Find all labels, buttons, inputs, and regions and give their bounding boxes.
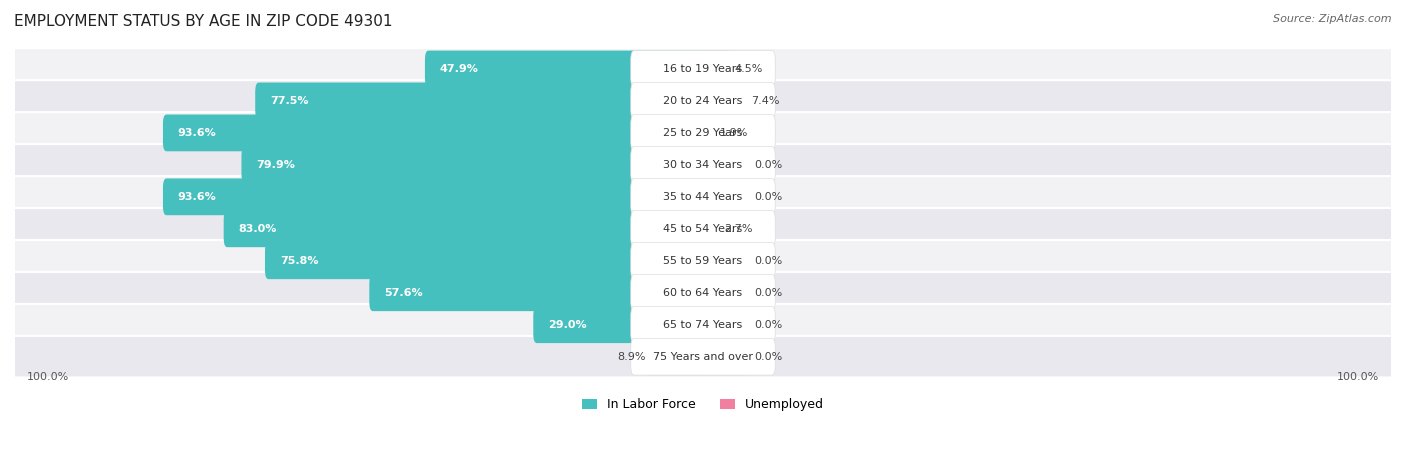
FancyBboxPatch shape — [631, 115, 775, 151]
Text: 57.6%: 57.6% — [384, 288, 423, 298]
Text: 0.0%: 0.0% — [755, 288, 783, 298]
FancyBboxPatch shape — [648, 338, 706, 375]
FancyBboxPatch shape — [13, 144, 1393, 186]
FancyBboxPatch shape — [370, 274, 706, 311]
FancyBboxPatch shape — [13, 336, 1393, 377]
FancyBboxPatch shape — [163, 115, 706, 151]
Text: 30 to 34 Years: 30 to 34 Years — [664, 160, 742, 170]
FancyBboxPatch shape — [256, 83, 706, 120]
FancyBboxPatch shape — [163, 179, 706, 215]
FancyBboxPatch shape — [700, 242, 752, 279]
Text: Source: ZipAtlas.com: Source: ZipAtlas.com — [1274, 14, 1392, 23]
Text: 0.0%: 0.0% — [755, 320, 783, 330]
FancyBboxPatch shape — [224, 211, 706, 247]
Text: 45 to 54 Years: 45 to 54 Years — [664, 224, 742, 234]
FancyBboxPatch shape — [700, 338, 752, 375]
FancyBboxPatch shape — [700, 179, 752, 215]
Legend: In Labor Force, Unemployed: In Labor Force, Unemployed — [576, 393, 830, 416]
FancyBboxPatch shape — [700, 115, 717, 151]
FancyBboxPatch shape — [631, 83, 775, 120]
Text: 1.9%: 1.9% — [720, 128, 748, 138]
FancyBboxPatch shape — [13, 208, 1393, 249]
Text: 65 to 74 Years: 65 to 74 Years — [664, 320, 742, 330]
Text: 60 to 64 Years: 60 to 64 Years — [664, 288, 742, 298]
FancyBboxPatch shape — [13, 176, 1393, 218]
FancyBboxPatch shape — [631, 211, 775, 247]
Text: 2.7%: 2.7% — [724, 224, 752, 234]
FancyBboxPatch shape — [13, 240, 1393, 281]
FancyBboxPatch shape — [631, 147, 775, 183]
Text: 83.0%: 83.0% — [239, 224, 277, 234]
Text: EMPLOYMENT STATUS BY AGE IN ZIP CODE 49301: EMPLOYMENT STATUS BY AGE IN ZIP CODE 493… — [14, 14, 392, 28]
Text: 77.5%: 77.5% — [270, 96, 309, 106]
Text: 0.0%: 0.0% — [755, 192, 783, 202]
Text: 0.0%: 0.0% — [755, 256, 783, 266]
FancyBboxPatch shape — [13, 112, 1393, 154]
Text: 100.0%: 100.0% — [1337, 373, 1379, 382]
Text: 93.6%: 93.6% — [177, 128, 217, 138]
FancyBboxPatch shape — [700, 51, 733, 87]
FancyBboxPatch shape — [533, 306, 706, 343]
FancyBboxPatch shape — [631, 274, 775, 311]
FancyBboxPatch shape — [13, 80, 1393, 122]
Text: 7.4%: 7.4% — [751, 96, 780, 106]
FancyBboxPatch shape — [700, 147, 752, 183]
Text: 47.9%: 47.9% — [440, 64, 478, 74]
FancyBboxPatch shape — [700, 306, 752, 343]
Text: 4.5%: 4.5% — [734, 64, 763, 74]
Text: 35 to 44 Years: 35 to 44 Years — [664, 192, 742, 202]
Text: 75.8%: 75.8% — [280, 256, 318, 266]
FancyBboxPatch shape — [13, 48, 1393, 90]
FancyBboxPatch shape — [631, 179, 775, 215]
Text: 8.9%: 8.9% — [617, 352, 647, 362]
FancyBboxPatch shape — [631, 338, 775, 375]
Text: 100.0%: 100.0% — [27, 373, 69, 382]
FancyBboxPatch shape — [631, 51, 775, 87]
FancyBboxPatch shape — [700, 83, 749, 120]
Text: 75 Years and over: 75 Years and over — [652, 352, 754, 362]
Text: 93.6%: 93.6% — [177, 192, 217, 202]
Text: 25 to 29 Years: 25 to 29 Years — [664, 128, 742, 138]
Text: 20 to 24 Years: 20 to 24 Years — [664, 96, 742, 106]
FancyBboxPatch shape — [425, 51, 706, 87]
Text: 79.9%: 79.9% — [256, 160, 295, 170]
FancyBboxPatch shape — [242, 147, 706, 183]
Text: 16 to 19 Years: 16 to 19 Years — [664, 64, 742, 74]
FancyBboxPatch shape — [700, 274, 752, 311]
Text: 0.0%: 0.0% — [755, 160, 783, 170]
Text: 55 to 59 Years: 55 to 59 Years — [664, 256, 742, 266]
FancyBboxPatch shape — [631, 306, 775, 343]
Text: 0.0%: 0.0% — [755, 352, 783, 362]
FancyBboxPatch shape — [631, 242, 775, 279]
FancyBboxPatch shape — [700, 211, 721, 247]
FancyBboxPatch shape — [264, 242, 706, 279]
FancyBboxPatch shape — [13, 304, 1393, 345]
FancyBboxPatch shape — [13, 272, 1393, 313]
Text: 29.0%: 29.0% — [548, 320, 586, 330]
